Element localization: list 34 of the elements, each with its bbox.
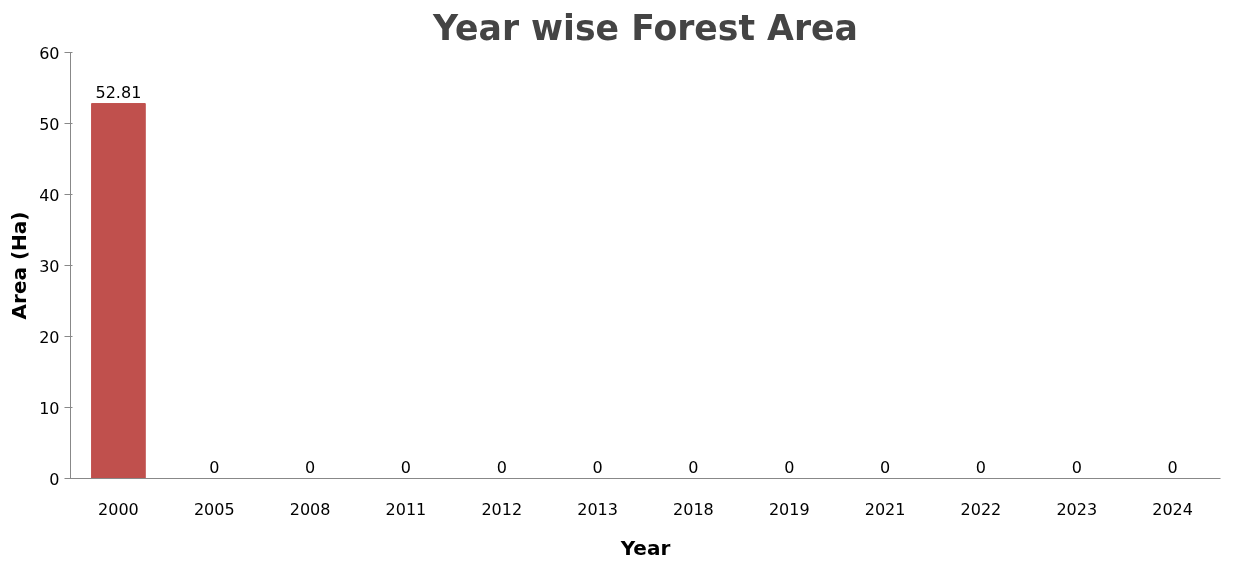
x-tick-label: 2005 bbox=[193, 499, 235, 519]
y-tick-label: 50 bbox=[39, 114, 60, 134]
x-tick-label: 2019 bbox=[768, 499, 810, 519]
data-label: 0 bbox=[1071, 457, 1082, 477]
data-label: 0 bbox=[879, 457, 891, 477]
x-tick-label: 2012 bbox=[481, 499, 523, 519]
data-label: 0 bbox=[209, 457, 220, 477]
x-tick-label: 2011 bbox=[385, 499, 427, 519]
data-label: 0 bbox=[496, 457, 507, 477]
chart-title: Year wise Forest Area bbox=[432, 7, 858, 48]
data-label: 0 bbox=[304, 457, 316, 477]
y-tick-label: 10 bbox=[39, 398, 60, 418]
x-tick-label: 2021 bbox=[864, 499, 906, 519]
x-tick-label: 2008 bbox=[289, 499, 331, 519]
x-tick-label: 2018 bbox=[673, 499, 714, 519]
y-tick-label: 60 bbox=[39, 43, 60, 63]
x-axis-title: Year bbox=[619, 535, 671, 560]
x-tick-label: 2023 bbox=[1056, 499, 1098, 519]
data-label: 0 bbox=[400, 457, 412, 477]
y-axis-title: Area (Ha) bbox=[7, 211, 32, 320]
data-label: 0 bbox=[784, 457, 795, 477]
data-label: 0 bbox=[1167, 457, 1178, 477]
y-tick-label: 0 bbox=[49, 469, 60, 489]
x-tick-label: 2000 bbox=[98, 499, 139, 519]
y-tick-label: 40 bbox=[39, 185, 60, 205]
y-tick-label: 20 bbox=[39, 327, 60, 347]
x-tick-label: 2022 bbox=[960, 499, 1002, 519]
data-label: 0 bbox=[592, 457, 603, 477]
data-label: 0 bbox=[688, 457, 699, 477]
data-label: 52.81 bbox=[95, 82, 142, 102]
x-tick-label: 2013 bbox=[577, 499, 618, 519]
x-tick-label: 2024 bbox=[1152, 499, 1193, 519]
data-label: 0 bbox=[975, 457, 987, 477]
y-tick-label: 30 bbox=[39, 256, 60, 276]
